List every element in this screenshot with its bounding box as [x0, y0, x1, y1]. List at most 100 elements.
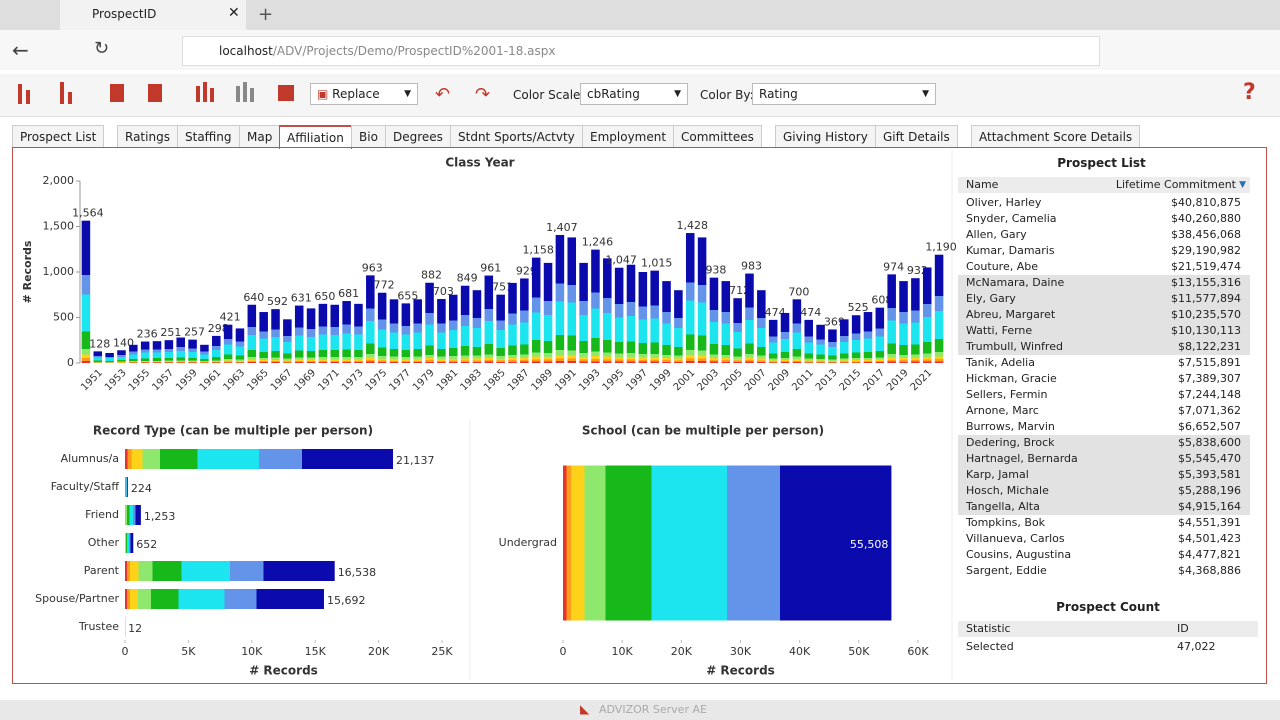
- table-row[interactable]: Tanik, Adelia $7,515,891: [958, 355, 1250, 371]
- bar: [125, 477, 128, 497]
- table-row[interactable]: Hickman, Gracie $7,389,307: [958, 371, 1250, 387]
- amount-cell: $21,519,474: [1171, 260, 1241, 273]
- bar: [567, 237, 577, 363]
- color-scale-select[interactable]: cbRating ▼: [580, 83, 688, 105]
- value-label: 15,692: [327, 594, 366, 607]
- tab[interactable]: Giving History: [775, 125, 876, 148]
- table-row[interactable]: Villanueva, Carlos $4,501,423: [958, 531, 1250, 547]
- tab[interactable]: Attachment Score Details: [971, 125, 1141, 148]
- table-row[interactable]: Tangella, Alta $4,915,164: [958, 499, 1250, 515]
- tab[interactable]: Degrees: [385, 125, 451, 148]
- tab[interactable]: Stdnt Sports/Actvty: [450, 125, 583, 148]
- x-tick-label: 2015: [838, 367, 864, 393]
- bar: [283, 319, 292, 363]
- table-row[interactable]: Watti, Ferne $10,130,113: [958, 323, 1250, 339]
- value-label: 55,508: [850, 538, 889, 551]
- table-row[interactable]: Tompkins, Bok $4,551,391: [958, 515, 1250, 531]
- value-label: 961: [480, 262, 501, 275]
- url-host: localhost: [219, 44, 273, 58]
- table-row[interactable]: Cousins, Augustina $4,477,821: [958, 547, 1250, 563]
- bar: [117, 350, 126, 363]
- table-row[interactable]: Arnone, Marc $7,071,362: [958, 403, 1250, 419]
- value-label: 1,253: [144, 510, 176, 523]
- redo[interactable]: ↷: [475, 84, 491, 105]
- table-row[interactable]: Couture, Abe $21,519,474: [958, 259, 1250, 275]
- table-row[interactable]: Dedering, Brock $5,838,600: [958, 435, 1250, 451]
- value-label: 1,047: [605, 254, 637, 267]
- amount-cell: $7,515,891: [1178, 356, 1241, 369]
- x-tick-label: 30K: [730, 645, 752, 658]
- table-row[interactable]: Allen, Gary $38,456,068: [958, 227, 1250, 243]
- x-tick-label: 1951: [79, 367, 105, 393]
- table-row[interactable]: Burrows, Marvin $6,652,507: [958, 419, 1250, 435]
- mode-select[interactable]: ▣ Replace ▼: [310, 83, 418, 105]
- column-header[interactable]: Name: [966, 178, 999, 191]
- undo[interactable]: ↶: [435, 84, 451, 105]
- bar: [768, 319, 778, 363]
- back-button[interactable]: ←: [12, 38, 29, 62]
- color-by: Rating: [759, 87, 798, 101]
- table-row[interactable]: Abreu, Margaret $10,235,570: [958, 307, 1250, 323]
- address-bar[interactable]: localhost/ADV/Projects/Demo/ProspectID%2…: [182, 36, 1100, 66]
- x-tick-label: 1983: [458, 367, 484, 393]
- table-row[interactable]: Ely, Gary $11,577,894: [958, 291, 1250, 307]
- bar: [125, 589, 324, 609]
- bar: [626, 264, 636, 363]
- icons[interactable]: [18, 82, 294, 104]
- amount-cell: $13,155,316: [1171, 276, 1241, 289]
- bar: [188, 339, 197, 363]
- name-cell: Kumar, Damaris: [966, 244, 1055, 257]
- bar: [354, 303, 363, 363]
- close-icon[interactable]: ✕: [228, 5, 240, 21]
- table-row[interactable]: Hosch, Michale $5,288,196: [958, 483, 1250, 499]
- amount-cell: $4,477,821: [1178, 548, 1241, 561]
- tab[interactable]: Gift Details: [875, 125, 958, 148]
- tab-title: ProspectID: [92, 7, 157, 21]
- amount-cell: $7,389,307: [1178, 372, 1241, 385]
- value-label: 525: [848, 301, 869, 314]
- table-row[interactable]: Oliver, Harley $40,810,875: [958, 195, 1250, 211]
- x-tick-label: 20K: [368, 645, 390, 658]
- tab[interactable]: Affiliation: [279, 125, 352, 149]
- new-tab[interactable]: +: [258, 4, 274, 25]
- tab[interactable]: Map: [239, 125, 281, 148]
- tab[interactable]: Prospect List: [12, 125, 105, 148]
- table-row[interactable]: Trumbull, Winfred $8,122,231: [958, 339, 1250, 355]
- bar: [555, 234, 565, 363]
- refresh-button[interactable]: ↻: [94, 38, 110, 59]
- amount-cell: $5,393,581: [1178, 468, 1241, 481]
- table-row[interactable]: Snyder, Camelia $40,260,880: [958, 211, 1250, 227]
- bar: [875, 307, 885, 363]
- x-tick-label: 5K: [181, 645, 196, 658]
- column-header[interactable]: Lifetime Commitment: [1115, 178, 1236, 191]
- bar: [318, 303, 328, 363]
- browser-tab[interactable]: ProspectID ✕: [60, 0, 246, 30]
- x-tick-label: 1993: [577, 367, 603, 393]
- bar: [828, 329, 837, 363]
- tab[interactable]: Ratings: [117, 125, 178, 148]
- chart-title: Class Year: [445, 156, 514, 170]
- tab[interactable]: Staffing: [177, 125, 240, 148]
- amount-cell: $5,838,600: [1178, 436, 1241, 449]
- table-row[interactable]: Sellers, Fermin $7,244,148: [958, 387, 1250, 403]
- bar: [472, 290, 482, 363]
- help[interactable]: ?: [1243, 80, 1256, 105]
- table-row[interactable]: Sargent, Eddie $4,368,886: [958, 563, 1250, 579]
- name-cell: McNamara, Daine: [966, 276, 1065, 289]
- color-by-select[interactable]: Rating ▼: [752, 83, 936, 105]
- table-row[interactable]: McNamara, Daine $13,155,316: [958, 275, 1250, 291]
- tab[interactable]: Employment: [582, 125, 675, 148]
- bar: [235, 328, 245, 363]
- table-row[interactable]: Karp, Jamal $5,393,581: [958, 467, 1250, 483]
- bar: [922, 267, 932, 363]
- x-tick-label: 1953: [103, 367, 129, 393]
- bar: [697, 237, 707, 363]
- tab[interactable]: Committees: [673, 125, 762, 148]
- table-row[interactable]: Hartnagel, Bernarda $5,545,470: [958, 451, 1250, 467]
- table-row[interactable]: Kumar, Damaris $29,190,982: [958, 243, 1250, 259]
- value-label: 421: [220, 311, 241, 324]
- category-label: Friend: [85, 508, 119, 521]
- y-tick-label: 2,000: [43, 174, 75, 187]
- bar: [105, 352, 114, 363]
